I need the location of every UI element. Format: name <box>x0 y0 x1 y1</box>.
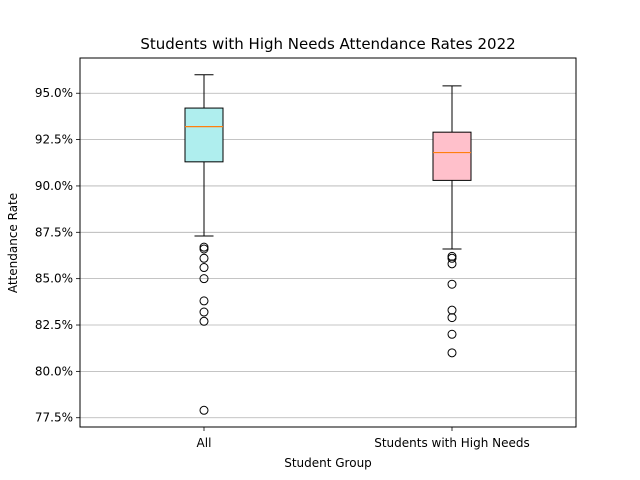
y-tick-label: 80.0% <box>35 364 73 378</box>
outlier-point <box>447 329 457 339</box>
y-tick-label: 82.5% <box>35 318 73 332</box>
outlier-point <box>199 316 209 326</box>
y-tick-label: 90.0% <box>35 179 73 193</box>
plot-frame <box>79 57 577 428</box>
outlier-point <box>199 405 209 415</box>
chart-title: Students with High Needs Attendance Rate… <box>140 35 515 53</box>
outlier-point <box>447 313 457 323</box>
y-axis: 77.5% 80.0% 82.5% 85.0% 87.5% 90.0% 92.5% 95.0% <box>35 86 80 425</box>
outlier-point <box>199 296 209 306</box>
outlier-point <box>447 279 457 289</box>
outlier-point <box>199 307 209 317</box>
y-tick-label: 95.0% <box>35 86 73 100</box>
y-axis-label: Attendance Rate <box>6 193 20 293</box>
outlier-point <box>447 259 457 269</box>
y-tick-label: 77.5% <box>35 411 73 425</box>
y-tick-label: 87.5% <box>35 225 73 239</box>
outlier-point <box>199 244 209 254</box>
outlier-point <box>447 253 457 263</box>
y-tick-label: 92.5% <box>35 133 73 147</box>
outlier-point <box>447 348 457 358</box>
x-axis-label: Student Group <box>284 456 372 470</box>
x-tick-label: Students with High Needs <box>374 436 530 450</box>
outlier-point <box>199 274 209 284</box>
outlier-point <box>199 253 209 263</box>
grid-lines <box>80 92 576 419</box>
box-iqr <box>432 131 472 181</box>
boxes <box>184 74 472 415</box>
x-axis: All Students with High Needs <box>197 427 530 450</box>
outlier-point <box>447 305 457 315</box>
y-tick-label: 85.0% <box>35 272 73 286</box>
box-iqr <box>184 107 224 163</box>
x-tick-label: All <box>197 436 212 450</box>
outlier-point <box>199 263 209 273</box>
